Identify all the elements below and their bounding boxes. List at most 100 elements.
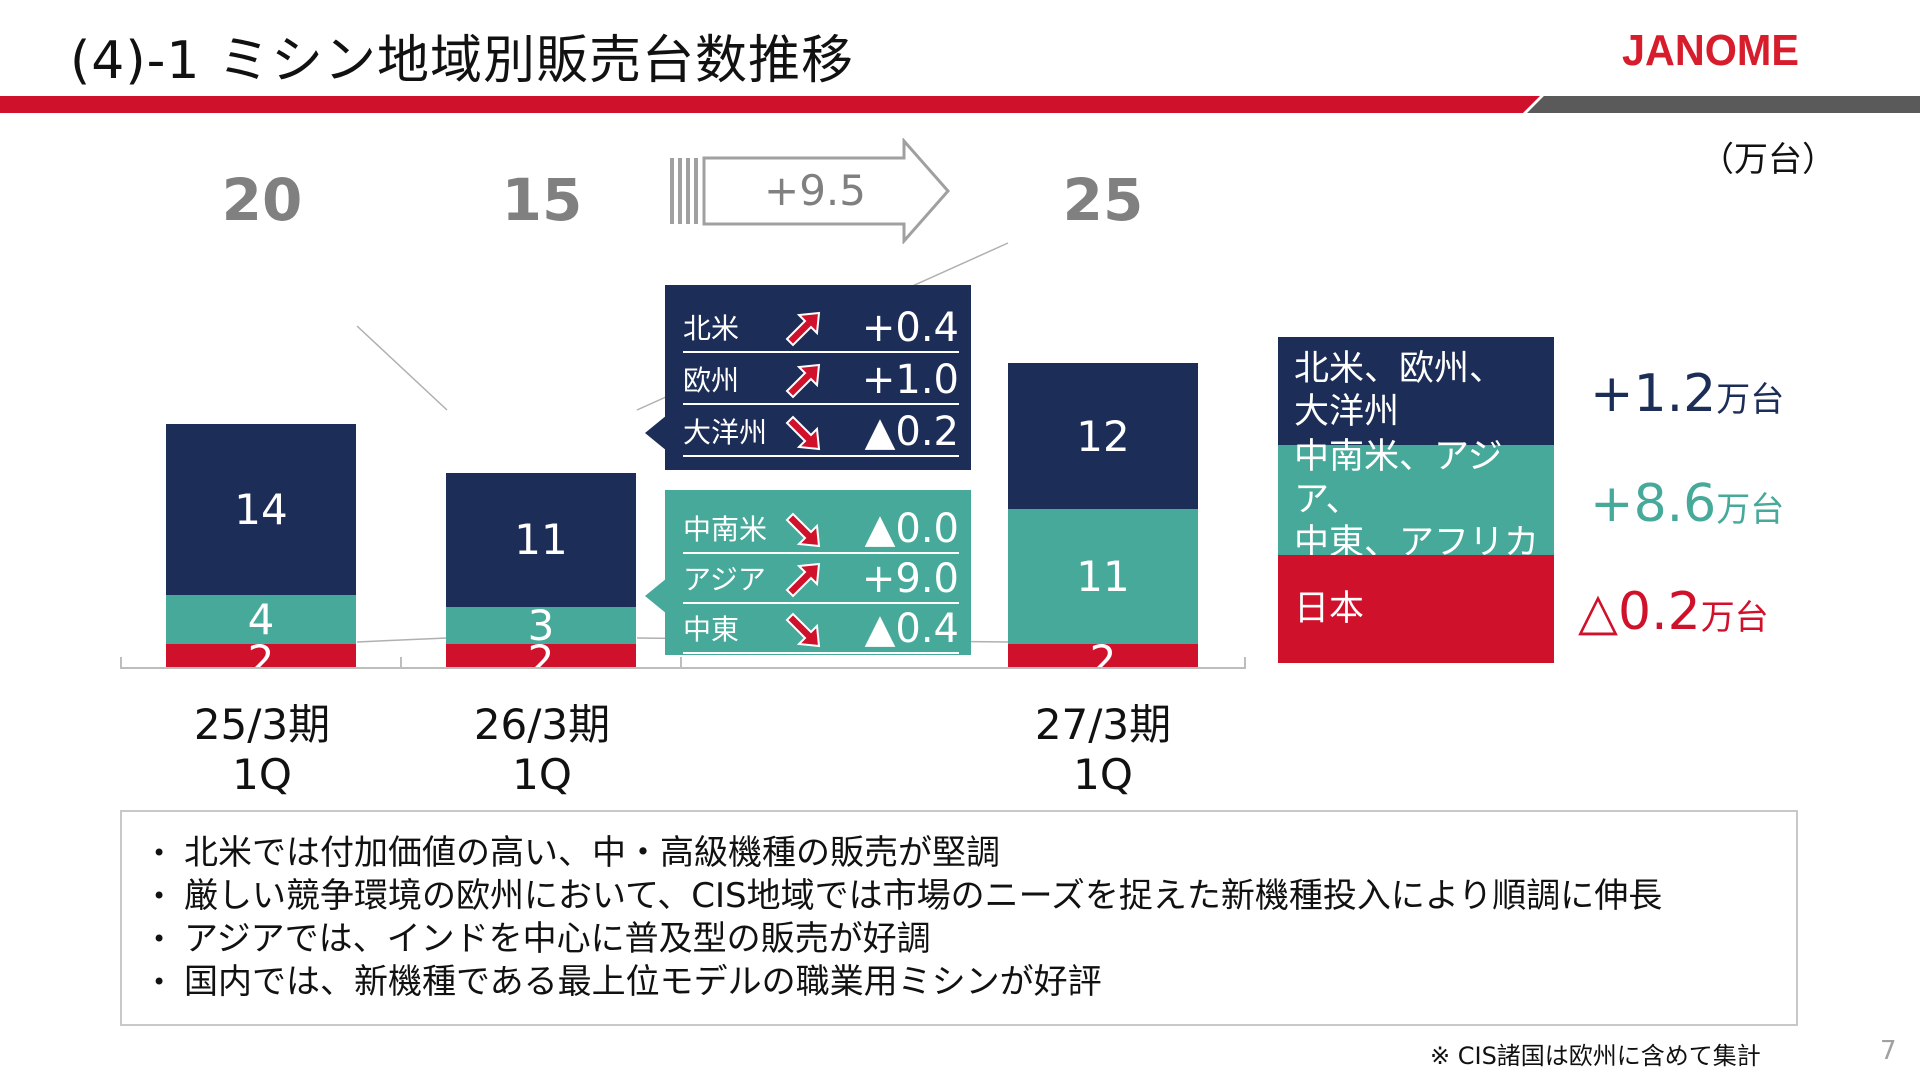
total-label-2: 15 (501, 166, 583, 234)
callout-value: +0.4 (861, 305, 959, 351)
x-tick-label-period: 27/3期 (1034, 700, 1172, 749)
bar-label-asia-2: 3 (527, 600, 555, 650)
arrow-up-right-icon (785, 562, 821, 598)
x-tick-label-quarter: 1Q (232, 750, 292, 799)
bar-label-japan-1: 2 (248, 644, 275, 668)
x-axis-tick (1244, 657, 1246, 669)
legend-label-line: 中南米、アジア、 (1294, 436, 1503, 520)
bar-label-asia-3: 11 (1076, 551, 1130, 601)
bar-japan-1: 2 (166, 643, 356, 668)
header-red-stripe (0, 96, 1540, 113)
x-tick-label-2: 26/3期 1Q (422, 700, 662, 800)
callout-region-name: アジア (683, 563, 766, 596)
callout-divider (683, 552, 959, 554)
bar-asia-2: 3 (446, 601, 636, 650)
bar-japan-3: 2 (1008, 643, 1198, 668)
x-axis-tick (400, 657, 402, 669)
arrow-down-right-icon (785, 612, 821, 648)
note-item: 北米では付加価値の高い、中・高級機種の販売が堅調 (152, 832, 1796, 875)
page-title: (4)-1 ミシン地域別販売台数推移 (70, 31, 855, 91)
bar-north-3: 12 (1008, 363, 1198, 510)
bar-label-north-3: 12 (1076, 411, 1130, 461)
note-item: 国内では、新機種である最上位モデルの職業用ミシンが好評 (152, 961, 1796, 1004)
arrow-down-right-icon (785, 512, 821, 548)
bar-japan-2: 2 (446, 643, 636, 668)
connector-line-top-1 (356, 325, 448, 411)
bar-asia-1: 4 (166, 595, 356, 644)
callout-pointer (645, 578, 667, 614)
arrow-up-right-icon (785, 311, 821, 347)
callout-row: 中東 ▲0.4 (683, 604, 959, 654)
legend-label-line: 日本 (1294, 588, 1365, 629)
x-tick-label-quarter: 1Q (1073, 750, 1133, 799)
arrow-down-right-icon (785, 415, 821, 451)
legend-japan: 日本 (1278, 555, 1554, 663)
legend-value-unit: 万台 (1716, 380, 1785, 420)
note-item: 厳しい競争環境の欧州において、CIS地域では市場のニーズを捉えた新機種投入により… (152, 875, 1796, 918)
bar-label-north-1: 14 (234, 484, 288, 534)
callout-asia-region: 中南米 ▲0.0 アジア +9.0 中東 ▲0.4 (645, 490, 971, 655)
bar-label-north-2: 11 (514, 515, 568, 565)
legend-value-north: +1.2万台 (1590, 364, 1784, 424)
callout-divider (683, 403, 959, 405)
bar-asia-3: 11 (1008, 509, 1198, 644)
callout-value: ▲0.0 (864, 506, 959, 552)
callout-region-name: 大洋州 (683, 416, 768, 449)
total-label-1: 20 (221, 166, 303, 234)
callout-row: 欧州 +1.0 (683, 355, 959, 405)
legend-value-unit: 万台 (1716, 490, 1785, 530)
callout-row: 大洋州 ▲0.2 (683, 407, 959, 457)
x-axis-tick (680, 657, 682, 669)
callout-region-name: 北米 (683, 312, 740, 345)
x-tick-label-quarter: 1Q (512, 750, 572, 799)
callout-divider (683, 455, 959, 457)
x-tick-label-3: 27/3期 1Q (983, 700, 1223, 800)
callout-value: +9.0 (861, 556, 959, 602)
legend-north-region: 北米、欧州、 大洋州 (1278, 337, 1554, 445)
arrow-up-right-icon (785, 363, 821, 399)
x-axis-tick (120, 657, 122, 669)
callout-row: 中南米 ▲0.0 (683, 504, 959, 554)
janome-logo: JANOME (1622, 26, 1799, 75)
x-axis (120, 667, 1245, 669)
legend-asia-region: 中南米、アジア、 中東、アフリカ (1278, 437, 1554, 563)
bar-north-1: 14 (166, 424, 356, 595)
page-number: 7 (1880, 1036, 1897, 1066)
total-label-3: 25 (1062, 166, 1144, 234)
change-arrow-label: +9.5 (764, 166, 866, 215)
x-tick-label-1: 25/3期 1Q (142, 700, 382, 800)
callout-north-region: 北米 +0.4 欧州 +1.0 大洋州 ▲0.2 (645, 285, 971, 470)
notes-box: 北米では付加価値の高い、中・高級機種の販売が堅調 厳しい競争環境の欧州において、… (120, 810, 1798, 1026)
legend-value-unit: 万台 (1700, 598, 1769, 638)
bar-label-japan-3: 2 (1090, 644, 1117, 668)
footnote: ※ CIS諸国は欧州に含めて集計 (1430, 1042, 1761, 1070)
callout-value: +1.0 (861, 357, 959, 403)
callout-region-name: 中東 (683, 613, 740, 646)
connector-line-bottom-1 (356, 637, 448, 643)
legend-label-line: 大洋州 (1294, 392, 1400, 432)
callout-pointer (645, 415, 667, 451)
x-tick-label-period: 26/3期 (473, 700, 611, 749)
callout-value: ▲0.2 (864, 409, 959, 455)
callout-value: ▲0.4 (864, 606, 959, 652)
legend-label-line: 北米、欧州、 (1294, 349, 1505, 389)
callout-region-name: 中南米 (683, 513, 768, 546)
callout-row: アジア +9.0 (683, 554, 959, 604)
callout-divider (683, 652, 959, 654)
header-grey-stripe (1527, 96, 1920, 113)
bar-label-asia-1: 4 (247, 594, 275, 644)
legend-value-number: △0.2 (1578, 582, 1701, 642)
change-arrow-icon (670, 138, 950, 244)
legend-value-number: +8.6 (1590, 474, 1717, 534)
bar-north-2: 11 (446, 472, 636, 607)
legend-value-number: +1.2 (1590, 364, 1717, 424)
legend-value-japan: △0.2万台 (1578, 582, 1769, 642)
legend-value-asia: +8.6万台 (1590, 474, 1784, 534)
callout-divider (683, 602, 959, 604)
x-tick-label-period: 25/3期 (193, 700, 331, 749)
callout-row: 北米 +0.4 (683, 303, 959, 353)
unit-label: （万台） (1700, 140, 1836, 180)
callout-region-name: 欧州 (683, 364, 740, 397)
bar-label-japan-2: 2 (528, 644, 555, 668)
callout-divider (683, 351, 959, 353)
